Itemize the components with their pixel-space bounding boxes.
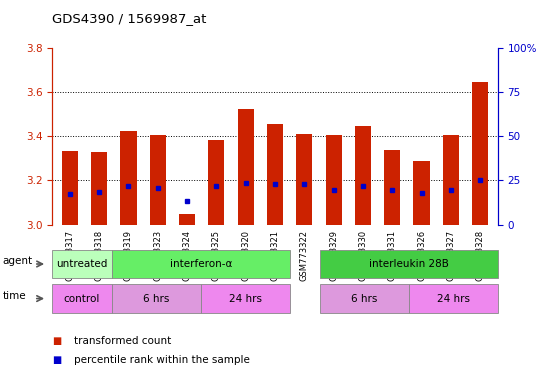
Bar xyxy=(91,152,107,225)
Bar xyxy=(414,161,430,225)
Bar xyxy=(112,284,201,313)
Bar xyxy=(120,131,136,225)
Text: 6 hrs: 6 hrs xyxy=(143,293,169,304)
Bar xyxy=(52,250,112,278)
Text: transformed count: transformed count xyxy=(74,336,172,346)
Text: ■: ■ xyxy=(52,336,62,346)
Bar xyxy=(179,214,195,225)
Bar xyxy=(472,82,488,225)
Bar xyxy=(208,140,224,225)
Text: untreated: untreated xyxy=(56,259,108,269)
Text: interferon-α: interferon-α xyxy=(169,259,232,269)
Bar xyxy=(326,135,342,225)
Text: GDS4390 / 1569987_at: GDS4390 / 1569987_at xyxy=(52,12,207,25)
Text: time: time xyxy=(3,291,26,301)
Bar xyxy=(150,135,166,225)
Text: percentile rank within the sample: percentile rank within the sample xyxy=(74,355,250,365)
Bar xyxy=(238,109,254,225)
Bar xyxy=(409,284,498,313)
Text: 6 hrs: 6 hrs xyxy=(351,293,377,304)
Bar xyxy=(267,124,283,225)
Bar xyxy=(384,150,400,225)
Text: agent: agent xyxy=(3,256,33,266)
Bar xyxy=(320,250,498,278)
Text: interleukin 28B: interleukin 28B xyxy=(368,259,449,269)
Bar xyxy=(201,284,290,313)
Bar xyxy=(355,126,371,225)
Text: control: control xyxy=(64,293,100,304)
Text: 24 hrs: 24 hrs xyxy=(437,293,470,304)
Bar xyxy=(320,284,409,313)
Bar xyxy=(62,151,78,225)
Bar xyxy=(52,284,112,313)
Bar xyxy=(443,135,459,225)
Text: 24 hrs: 24 hrs xyxy=(229,293,262,304)
Bar xyxy=(112,250,290,278)
Text: ■: ■ xyxy=(52,355,62,365)
Bar xyxy=(296,134,312,225)
